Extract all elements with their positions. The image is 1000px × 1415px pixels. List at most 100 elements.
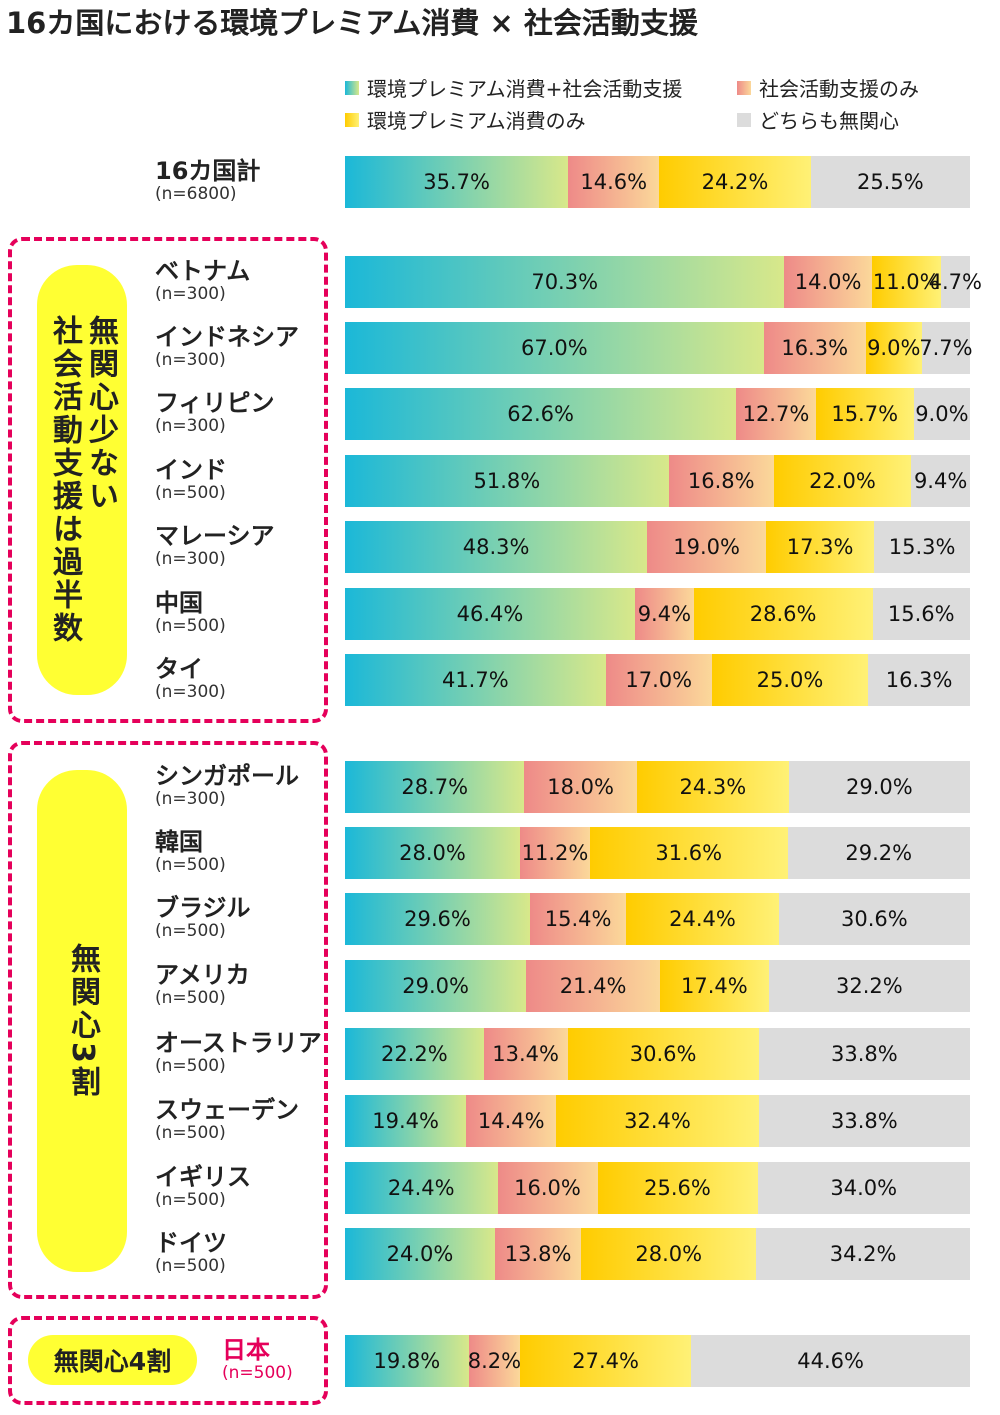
group-box-3 xyxy=(8,1316,328,1405)
segment-none: 16.3% xyxy=(868,654,970,706)
data-label: 29.0% xyxy=(846,775,913,799)
data-label: 17.4% xyxy=(681,974,748,998)
country-name: アメリカ xyxy=(155,961,250,989)
data-label: 24.4% xyxy=(669,907,736,931)
country-name: 中国 xyxy=(155,589,203,617)
segment-both: 22.2% xyxy=(345,1028,484,1080)
segment-none: 33.8% xyxy=(758,1028,970,1080)
row-label: 中国 (n=500) xyxy=(155,590,226,636)
data-label: 19.0% xyxy=(673,535,740,559)
segment-premium-only: 15.7% xyxy=(815,388,914,440)
segment-both: 62.6% xyxy=(345,388,737,440)
segment-none: 29.2% xyxy=(787,827,970,879)
data-label: 16.8% xyxy=(687,469,755,493)
row-label: オーストラリア (n=500) xyxy=(155,1030,322,1076)
country-name: オーストラリア xyxy=(155,1029,322,1057)
legend-swatch xyxy=(737,112,751,127)
data-label: 30.6% xyxy=(629,1042,697,1066)
legend-label: どちらも無関心 xyxy=(759,109,899,133)
stacked-bar: 29.0% 21.4% 17.4% 32.2% xyxy=(345,960,970,1012)
stacked-bar: 24.4% 16.0% 25.6% 34.0% xyxy=(345,1162,970,1214)
data-label: 29.6% xyxy=(404,907,471,931)
stacked-bar: 62.6% 12.7% 15.7% 9.0% xyxy=(345,388,970,440)
data-label: 24.2% xyxy=(701,170,769,194)
country-name: ドイツ xyxy=(155,1229,227,1257)
row-label: アメリカ (n=500) xyxy=(155,962,250,1008)
data-label: 25.5% xyxy=(856,170,924,194)
segment-none: 34.0% xyxy=(757,1162,970,1214)
country-name: マレーシア xyxy=(155,522,275,550)
legend-item-social: 社会活動支援のみ xyxy=(737,73,919,102)
stacked-bar: 41.7% 17.0% 25.0% 16.3% xyxy=(345,654,970,706)
country-name: インド xyxy=(155,456,227,484)
data-label: 15.7% xyxy=(831,402,899,426)
segment-social-only: 13.4% xyxy=(483,1028,568,1080)
sample-size: (n=500) xyxy=(155,988,226,1008)
segment-none: 34.2% xyxy=(756,1228,970,1280)
segment-none: 9.0% xyxy=(913,388,970,440)
stacked-bar: 28.7% 18.0% 24.3% 29.0% xyxy=(345,761,970,813)
stacked-bar: 28.0% 11.2% 31.6% 29.2% xyxy=(345,827,970,879)
country-name: タイ xyxy=(155,655,203,683)
stacked-bar: 19.8% 8.2% 27.4% 44.6% xyxy=(345,1335,970,1387)
sample-size: (n=500) xyxy=(155,483,226,503)
row-label: ドイツ (n=500) xyxy=(155,1230,227,1276)
segment-both: 46.4% xyxy=(345,588,635,640)
row-label: イギリス (n=500) xyxy=(155,1164,251,1210)
segment-both: 19.8% xyxy=(345,1335,469,1387)
data-label: 14.6% xyxy=(580,170,648,194)
stacked-bar: 70.3% 14.0% 11.0% 4.7% xyxy=(345,256,982,308)
sample-size: (n=300) xyxy=(155,416,226,436)
segment-premium-only: 25.0% xyxy=(711,654,869,706)
segment-premium-only: 28.0% xyxy=(581,1228,757,1280)
segment-premium-only: 25.6% xyxy=(597,1162,758,1214)
data-label: 29.0% xyxy=(402,974,469,998)
data-label: 32.2% xyxy=(836,974,903,998)
data-label: 15.4% xyxy=(544,907,612,931)
segment-social-only: 15.4% xyxy=(530,893,627,945)
data-label: 9.4% xyxy=(913,469,968,493)
segment-none: 30.6% xyxy=(778,893,970,945)
sample-size: (n=500) xyxy=(155,1123,226,1143)
group-label-text: 無関心少ない 社会活動支援は過半数 xyxy=(47,315,118,645)
data-label: 31.6% xyxy=(655,841,723,865)
data-label: 25.6% xyxy=(644,1176,711,1200)
row-label: ブラジル (n=500) xyxy=(155,895,251,941)
group-label-text: 無関心3割 xyxy=(65,943,100,1099)
data-label: 70.3% xyxy=(531,270,599,294)
row-label: スウェーデン (n=500) xyxy=(155,1097,299,1143)
legend-label: 社会活動支援のみ xyxy=(759,77,919,101)
segment-social-only: 16.8% xyxy=(668,455,774,507)
country-name: フィリピン xyxy=(155,389,275,417)
segment-social-only: 16.0% xyxy=(497,1162,598,1214)
sample-size: (n=500) xyxy=(155,1056,226,1076)
group-box-2 xyxy=(8,741,328,1299)
data-label: 48.3% xyxy=(462,535,530,559)
data-label: 19.8% xyxy=(373,1349,441,1373)
data-label: 44.6% xyxy=(797,1349,864,1373)
country-name: 韓国 xyxy=(155,828,203,856)
legend-swatch xyxy=(345,80,359,95)
segment-both: 29.6% xyxy=(345,893,530,945)
data-label: 9.0% xyxy=(867,336,921,360)
data-label: 17.3% xyxy=(786,535,854,559)
data-label: 19.4% xyxy=(372,1109,439,1133)
segment-premium-only: 30.6% xyxy=(567,1028,759,1080)
stacked-bar: 35.7% 14.6% 24.2% 25.5% xyxy=(345,156,970,208)
data-label: 27.4% xyxy=(572,1349,639,1373)
data-label: 22.2% xyxy=(381,1042,448,1066)
data-label: 28.0% xyxy=(635,1242,703,1266)
stacked-bar: 67.0% 16.3% 9.0% 7.7% xyxy=(345,322,973,374)
stacked-bar: 51.8% 16.8% 22.0% 9.4% xyxy=(345,455,970,507)
group-label-2: 無関心3割 xyxy=(37,770,127,1272)
segment-none: 7.7% xyxy=(919,322,973,374)
segment-social-only: 14.6% xyxy=(568,156,660,208)
data-label: 13.4% xyxy=(492,1042,559,1066)
segment-social-only: 13.8% xyxy=(495,1228,582,1280)
segment-both: 41.7% xyxy=(345,654,606,706)
stacked-bar: 19.4% 14.4% 32.4% 33.8% xyxy=(345,1095,970,1147)
segment-social-only: 17.0% xyxy=(605,654,712,706)
segment-premium-only: 9.0% xyxy=(865,322,922,374)
segment-none: 33.8% xyxy=(758,1095,970,1147)
data-label: 51.8% xyxy=(473,469,541,493)
